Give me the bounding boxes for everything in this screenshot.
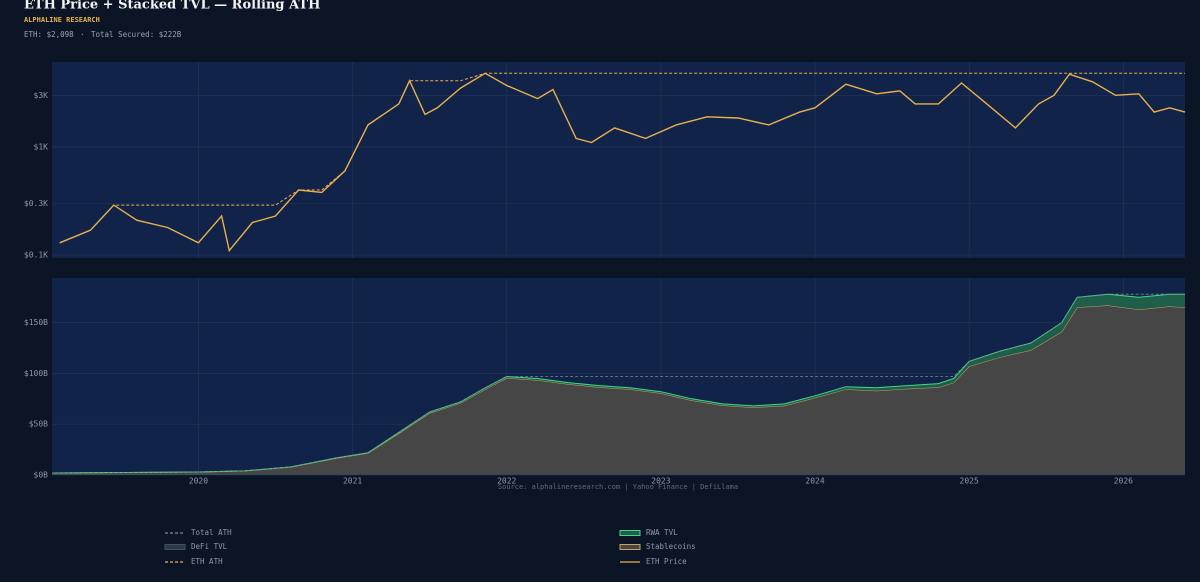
tvl-area bbox=[52, 305, 1185, 475]
y-tick-label: $1K bbox=[34, 142, 49, 151]
x-tick-label: 2025 bbox=[960, 477, 979, 486]
x-tick-label: 2023 bbox=[651, 477, 670, 486]
x-tick-label: 2021 bbox=[343, 477, 362, 486]
y-tick-label: $50B bbox=[29, 420, 48, 429]
y-tick-label: $100B bbox=[24, 369, 48, 378]
title: ETH Price + Stacked TVL — Rolling ATH bbox=[24, 0, 320, 13]
x-tick-label: 2020 bbox=[189, 477, 208, 486]
brand: ALPHALINE RESEARCH bbox=[24, 16, 100, 24]
y-tick-label: $0.1K bbox=[24, 251, 48, 260]
price-line bbox=[59, 72, 1186, 253]
eth-stat: ETH: $2,098 bbox=[24, 30, 74, 39]
source: Source: alphalineresearch.com | Yahoo Fi… bbox=[498, 483, 738, 491]
legend-label: ETH Price bbox=[646, 557, 687, 566]
legend-swatch bbox=[164, 544, 186, 550]
total-stat: Total Secured: $222B bbox=[91, 30, 182, 39]
legend-label: DeFi TVL bbox=[191, 542, 228, 551]
price-panel bbox=[52, 62, 1185, 258]
y-tick-label: $150B bbox=[24, 318, 48, 327]
legend-swatch bbox=[619, 530, 641, 536]
total-ath-line bbox=[51, 293, 1185, 474]
legend-swatch bbox=[619, 544, 641, 550]
y-tick-label: $0B bbox=[34, 471, 49, 480]
y-tick-label: $3K bbox=[34, 91, 49, 100]
ath-line bbox=[59, 72, 1185, 244]
x-tick-label: 2022 bbox=[497, 477, 516, 486]
legend-label: Total ATH bbox=[191, 528, 232, 537]
tvl-area bbox=[52, 294, 1185, 473]
separator: · bbox=[80, 30, 85, 39]
legend-label: ETH ATH bbox=[191, 557, 223, 566]
y-tick-label: $0.3K bbox=[24, 199, 48, 208]
x-tick-label: 2024 bbox=[805, 477, 824, 486]
legend-label: RWA TVL bbox=[646, 528, 678, 537]
x-tick-label: 2026 bbox=[1114, 477, 1133, 486]
legend-label: Stablecoins bbox=[646, 542, 696, 551]
